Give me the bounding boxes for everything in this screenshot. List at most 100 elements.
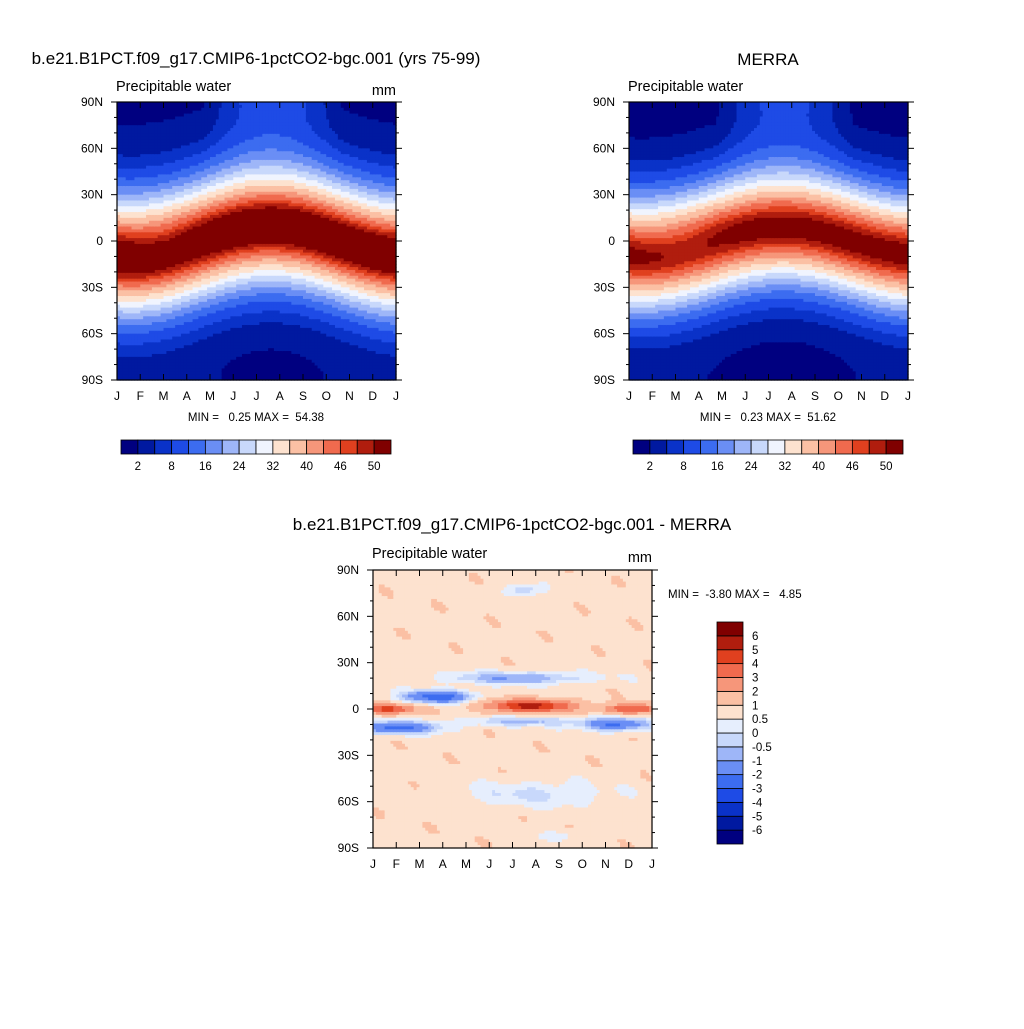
model-cell	[137, 304, 141, 309]
model-cell	[125, 229, 130, 233]
model-cell	[128, 264, 133, 268]
model-cell	[151, 246, 156, 251]
model-cell	[198, 275, 202, 280]
model-cell	[169, 304, 173, 309]
model-cell	[148, 145, 153, 149]
model-cell	[134, 365, 138, 370]
model-cell	[207, 293, 211, 297]
model-cell	[140, 278, 144, 283]
model-cell	[192, 133, 197, 138]
model-cell	[180, 142, 185, 147]
model-cell	[154, 267, 159, 271]
model-cell	[143, 168, 147, 173]
model-cell	[183, 261, 188, 265]
model-cell	[122, 162, 127, 167]
model-cell	[183, 316, 188, 320]
model-cell	[160, 223, 165, 228]
model-cell	[148, 212, 153, 216]
model-cell	[163, 322, 168, 326]
model-cell	[148, 107, 153, 112]
model-cell	[125, 122, 130, 126]
model-cell	[157, 139, 162, 144]
model-cell	[175, 220, 179, 225]
model-cell	[166, 281, 170, 286]
model-cell	[198, 212, 202, 216]
model-cell	[119, 374, 124, 378]
model-cell	[134, 243, 138, 248]
model-cell	[131, 142, 136, 147]
model-cell	[131, 339, 136, 343]
model-cell	[143, 200, 147, 204]
model-cell	[117, 351, 121, 355]
model-cell	[157, 212, 162, 216]
model-cell	[180, 365, 185, 370]
model-cell	[163, 377, 168, 381]
model-cell	[175, 238, 179, 242]
model-cell	[169, 342, 173, 346]
model-cell	[198, 226, 202, 231]
model-cell	[207, 110, 211, 115]
model-cell	[192, 353, 197, 358]
model-cell	[169, 188, 173, 193]
model-cell	[169, 162, 173, 167]
model-cell	[192, 168, 197, 173]
model-cell	[140, 226, 144, 231]
model-cell	[146, 159, 150, 164]
model-cell	[122, 304, 127, 309]
model-cell	[117, 264, 121, 268]
model-cell	[143, 353, 147, 358]
model-cell	[137, 209, 141, 213]
model-cell	[178, 162, 182, 167]
model-cell	[175, 301, 179, 306]
model-cell	[143, 269, 147, 274]
model-cell	[175, 258, 179, 262]
model-cell	[163, 188, 168, 193]
model-cell	[201, 235, 205, 239]
model-cell	[143, 267, 147, 271]
model-cell	[192, 241, 197, 245]
model-cell	[122, 232, 127, 236]
model-cell	[195, 223, 199, 228]
model-cell	[183, 255, 188, 259]
model-cell	[210, 220, 214, 225]
model-cell	[151, 342, 156, 346]
model-cell	[151, 359, 156, 364]
model-cell	[180, 162, 185, 167]
model-cell	[204, 246, 208, 251]
model-cell	[178, 249, 182, 254]
model-cell	[157, 356, 162, 361]
model-cell	[151, 255, 156, 259]
model-cell	[189, 368, 194, 372]
model-cell	[160, 130, 165, 135]
model-cell	[178, 278, 182, 283]
model-cell	[157, 310, 162, 314]
model-cell	[169, 319, 173, 323]
model-cell	[119, 267, 124, 271]
model-cell	[198, 374, 202, 378]
model-cell	[207, 159, 211, 164]
model-cell	[166, 142, 170, 147]
model-cell	[183, 194, 188, 199]
model-cell	[157, 130, 162, 135]
model-cell	[119, 284, 124, 288]
model-cell	[207, 275, 211, 280]
model-cell	[195, 269, 199, 274]
model-cell	[125, 130, 130, 135]
model-cell	[166, 171, 170, 175]
model-cell	[212, 353, 217, 358]
model-cell	[128, 359, 133, 364]
model-cell	[119, 200, 124, 204]
model-cell	[163, 243, 168, 248]
model-cell	[143, 348, 147, 352]
model-cell	[192, 229, 197, 233]
model-cell	[180, 130, 185, 135]
model-cell	[178, 371, 182, 375]
model-cell	[148, 232, 153, 236]
model-cell	[143, 162, 147, 167]
model-cell	[137, 290, 141, 294]
model-cell	[210, 362, 214, 367]
model-cell	[195, 365, 199, 370]
model-cell	[204, 171, 208, 175]
model-cell	[169, 203, 173, 207]
model-cell	[117, 203, 121, 207]
